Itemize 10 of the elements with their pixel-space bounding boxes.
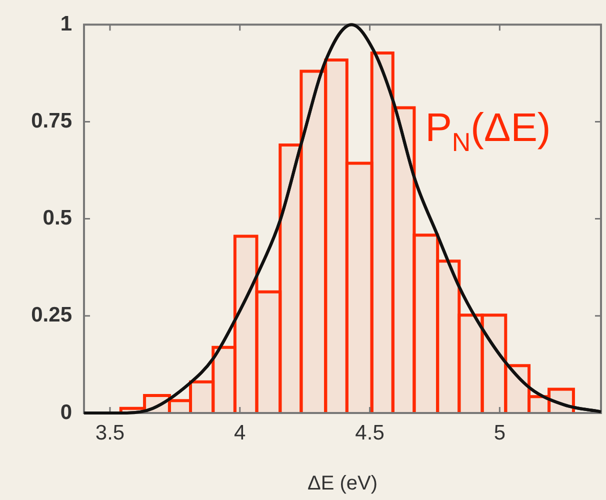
- x-tick-label: 3.5: [95, 421, 125, 444]
- y-tick-label: 0.5: [42, 206, 72, 230]
- y-tick-label: 0.25: [31, 304, 72, 327]
- x-tick-label: 4: [234, 421, 246, 444]
- y-tick-label: 0: [60, 400, 72, 424]
- y-tick-label: 1: [60, 12, 72, 36]
- y-tick-label: 0.75: [31, 109, 72, 132]
- x-tick-label: 5: [494, 421, 506, 444]
- x-tick-label: 4.5: [355, 421, 384, 444]
- x-axis-title: ΔE (eV): [307, 472, 378, 495]
